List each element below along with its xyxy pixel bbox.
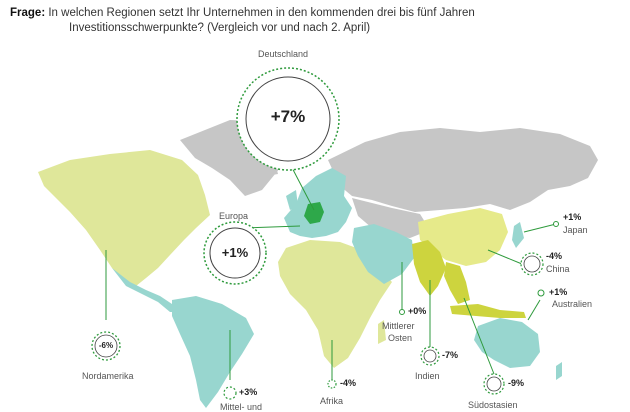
middle-east-shape <box>352 224 414 284</box>
afrika-label: Afrika <box>320 396 344 406</box>
nordamerika-label: Nordamerika <box>82 371 134 381</box>
madagascar-shape <box>378 320 386 344</box>
mittlerer-osten-value: +0% <box>408 306 427 316</box>
japan-value: +1% <box>563 212 582 222</box>
central-asia-shape <box>352 198 430 238</box>
question-header: Frage: In welchen Regionen setzt Ihr Unt… <box>10 6 610 36</box>
mittelamerika-value: +3% <box>239 387 258 397</box>
deutschland-inner-circle <box>245 76 331 162</box>
nordamerika-inner-circle <box>94 334 118 358</box>
nordamerika-value: -6% <box>98 341 114 350</box>
uk-shape <box>286 190 298 210</box>
suedostasien-label: Südostasien <box>468 400 518 410</box>
china-shape <box>418 208 508 266</box>
mittelamerika-label: Mittel- und <box>220 402 263 412</box>
africa-shape <box>278 240 392 368</box>
deutschland-value: +7% <box>270 107 306 126</box>
japan-leader-line <box>523 223 557 233</box>
question-label: Frage: <box>10 7 46 19</box>
australien-leader-line <box>527 299 541 321</box>
indien-inner-circle <box>423 349 437 363</box>
afrika-circle <box>327 379 337 389</box>
south-america-shape <box>172 296 254 408</box>
australien-value: +1% <box>549 287 568 297</box>
deutschland-label: Deutschland <box>258 49 309 59</box>
australien-label: Australien <box>552 299 593 309</box>
australien-circle <box>537 289 545 297</box>
central-america-shape <box>112 268 178 312</box>
mittlerer-osten-label-line2: Osten <box>388 333 413 343</box>
europa-inner-circle <box>209 227 261 279</box>
afrika-value: -4% <box>340 378 357 388</box>
question-line2: Investitionsschwerpunkte? (Vergleich vor… <box>69 22 371 34</box>
india-shape <box>412 240 446 296</box>
europa-label: Europa <box>219 211 249 221</box>
mittlerer-osten-circle <box>399 309 405 315</box>
suedostasien-leader-line <box>463 297 495 375</box>
question-line1: In welchen Regionen setzt Ihr Unternehme… <box>48 7 475 19</box>
iceland-shape <box>262 166 278 176</box>
europa-value: +1% <box>221 245 249 260</box>
germany-shape <box>304 202 324 224</box>
china-label: China <box>546 264 570 274</box>
mittelamerika-circle <box>223 386 237 400</box>
north-america-shape <box>38 150 210 286</box>
china-value: -4% <box>546 251 563 261</box>
new-zealand-shape <box>556 362 562 380</box>
australia-shape <box>474 318 540 368</box>
southeast-asia-shape <box>444 262 470 304</box>
china-leader-line <box>487 249 523 265</box>
japan-shape <box>512 222 524 248</box>
indonesia-shape <box>450 304 526 318</box>
indien-label: Indien <box>415 371 440 381</box>
japan-label: Japan <box>563 225 588 235</box>
china-inner-circle <box>523 255 541 273</box>
russia-shape <box>328 128 598 212</box>
suedostasien-inner-circle <box>486 376 502 392</box>
mittlerer-osten-label-line1: Mittlerer <box>382 321 415 331</box>
suedostasien-value: -9% <box>508 378 525 388</box>
indien-value: -7% <box>442 350 459 360</box>
japan-circle <box>553 221 559 227</box>
